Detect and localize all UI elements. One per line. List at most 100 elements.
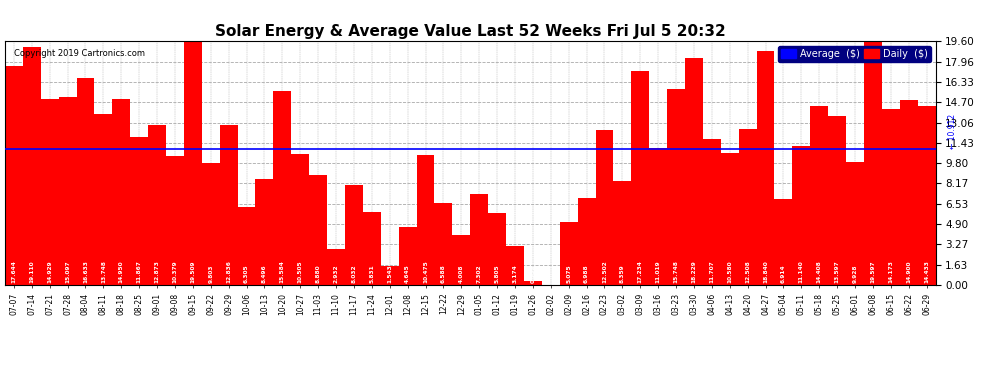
Bar — [5, 66, 23, 285]
Text: 19.110: 19.110 — [30, 261, 35, 283]
Text: 9.803: 9.803 — [208, 265, 213, 283]
Bar — [23, 47, 41, 285]
Text: 15.748: 15.748 — [673, 260, 678, 283]
Bar — [345, 185, 363, 285]
Text: 16.633: 16.633 — [83, 260, 88, 283]
Bar — [703, 140, 721, 285]
Bar — [918, 105, 936, 285]
Legend: Average  ($), Daily  ($): Average ($), Daily ($) — [778, 46, 931, 62]
Bar — [596, 129, 614, 285]
Bar — [614, 181, 632, 285]
Bar — [470, 194, 488, 285]
Bar — [94, 114, 112, 285]
Bar — [435, 203, 452, 285]
Text: 18.840: 18.840 — [763, 260, 768, 283]
Bar — [577, 198, 596, 285]
Text: 14.950: 14.950 — [119, 261, 124, 283]
Text: 12.502: 12.502 — [602, 260, 607, 283]
Bar — [829, 116, 846, 285]
Text: 10.379: 10.379 — [172, 261, 177, 283]
Text: 11.019: 11.019 — [655, 261, 660, 283]
Bar — [291, 154, 309, 285]
Bar — [739, 129, 756, 285]
Text: 8.880: 8.880 — [316, 264, 321, 283]
Text: 6.914: 6.914 — [781, 264, 786, 283]
Bar — [685, 58, 703, 285]
Text: 4.645: 4.645 — [405, 264, 410, 283]
Bar — [846, 162, 864, 285]
Text: 5.075: 5.075 — [566, 264, 571, 283]
Text: 10.505: 10.505 — [298, 261, 303, 283]
Bar — [488, 213, 506, 285]
Text: 14.433: 14.433 — [924, 260, 929, 283]
Bar — [166, 156, 184, 285]
Text: 1.543: 1.543 — [387, 264, 392, 283]
Text: 8.032: 8.032 — [351, 264, 356, 283]
Bar — [399, 227, 417, 285]
Text: 19.509: 19.509 — [190, 261, 195, 283]
Text: 11.867: 11.867 — [137, 260, 142, 283]
Bar — [202, 163, 220, 285]
Bar — [417, 155, 435, 285]
Bar — [112, 99, 131, 285]
Bar — [363, 213, 381, 285]
Bar — [184, 42, 202, 285]
Text: 6.588: 6.588 — [441, 264, 446, 283]
Text: 5.805: 5.805 — [495, 264, 500, 283]
Bar — [559, 222, 577, 285]
Text: 14.173: 14.173 — [888, 260, 893, 283]
Text: 18.229: 18.229 — [691, 260, 696, 283]
Bar — [41, 99, 58, 285]
Bar — [76, 78, 94, 285]
Text: 13.597: 13.597 — [835, 260, 840, 283]
Text: 6.988: 6.988 — [584, 264, 589, 283]
Bar — [900, 100, 918, 285]
Title: Solar Energy & Average Value Last 52 Weeks Fri Jul 5 20:32: Solar Energy & Average Value Last 52 Wee… — [215, 24, 726, 39]
Text: 8.496: 8.496 — [262, 264, 267, 283]
Text: 10.580: 10.580 — [728, 261, 733, 283]
Bar — [131, 137, 148, 285]
Text: Copyright 2019 Cartronics.com: Copyright 2019 Cartronics.com — [14, 49, 146, 58]
Text: 17.644: 17.644 — [12, 260, 17, 283]
Text: 10.475: 10.475 — [423, 260, 428, 283]
Bar — [756, 51, 774, 285]
Text: 6.305: 6.305 — [245, 264, 249, 283]
Text: 13.748: 13.748 — [101, 260, 106, 283]
Text: 9.928: 9.928 — [852, 265, 857, 283]
Bar — [309, 175, 327, 285]
Bar — [58, 97, 76, 285]
Bar — [864, 41, 882, 285]
Text: ← 10.912: ← 10.912 — [0, 114, 3, 148]
Text: 15.097: 15.097 — [65, 261, 70, 283]
Text: 5.831: 5.831 — [369, 264, 374, 283]
Text: 3.174: 3.174 — [513, 264, 518, 283]
Text: 12.873: 12.873 — [154, 260, 159, 283]
Text: 14.929: 14.929 — [48, 261, 52, 283]
Bar — [649, 148, 667, 285]
Text: 8.359: 8.359 — [620, 264, 625, 283]
Bar — [273, 91, 291, 285]
Text: 15.584: 15.584 — [280, 260, 285, 283]
Text: 17.234: 17.234 — [638, 260, 643, 283]
Text: 12.836: 12.836 — [226, 260, 231, 283]
Text: 14.408: 14.408 — [817, 260, 822, 283]
Bar — [792, 147, 810, 285]
Bar — [524, 281, 542, 285]
Bar — [810, 106, 829, 285]
Bar — [255, 179, 273, 285]
Text: 7.302: 7.302 — [477, 264, 482, 283]
Bar — [327, 249, 345, 285]
Bar — [506, 246, 524, 285]
Bar — [774, 199, 792, 285]
Bar — [220, 125, 238, 285]
Text: 4.008: 4.008 — [458, 265, 463, 283]
Bar — [381, 266, 399, 285]
Text: 2.932: 2.932 — [334, 264, 339, 283]
Bar — [148, 125, 166, 285]
Bar — [882, 109, 900, 285]
Text: 12.508: 12.508 — [745, 260, 750, 283]
Text: ← 10.912: ← 10.912 — [948, 114, 957, 148]
Bar — [452, 235, 470, 285]
Text: 0.332: 0.332 — [531, 264, 536, 283]
Text: 11.707: 11.707 — [710, 260, 715, 283]
